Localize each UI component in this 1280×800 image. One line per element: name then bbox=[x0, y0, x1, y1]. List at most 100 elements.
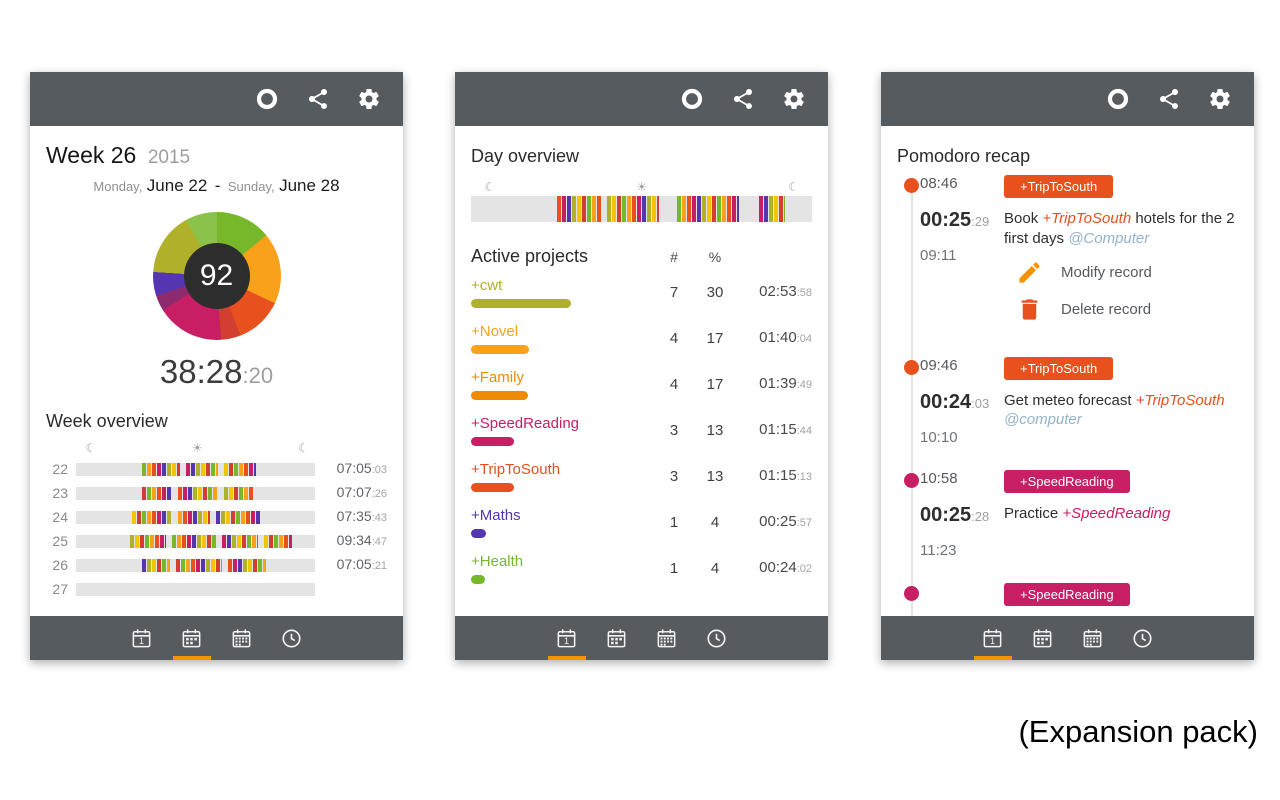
nav-month-view[interactable] bbox=[1073, 616, 1113, 660]
share-icon[interactable] bbox=[731, 87, 755, 111]
week-day-rows: 22 07:05:03 23 07:07:26 24 07:35:43 25 09:34:47… bbox=[46, 457, 387, 601]
project-bar bbox=[471, 574, 485, 584]
nav-day-view[interactable]: 1 bbox=[973, 616, 1013, 660]
nav-month-view[interactable] bbox=[647, 616, 687, 660]
nav-history-view[interactable] bbox=[697, 616, 737, 660]
week-day-row: 22 07:05:03 bbox=[46, 457, 387, 481]
record-duration: 00:25:28 bbox=[920, 504, 1004, 527]
record-times: 09:46 00:24:03 10:10 bbox=[920, 357, 1004, 446]
nav-month-view[interactable] bbox=[222, 616, 262, 660]
day-activity-bar[interactable] bbox=[76, 462, 315, 476]
project-badge[interactable]: +SpeedReading bbox=[1004, 582, 1130, 606]
settings-icon[interactable] bbox=[1208, 87, 1232, 111]
day-activity-bar[interactable] bbox=[76, 558, 315, 572]
project-bar bbox=[471, 344, 529, 354]
nav-history-view[interactable] bbox=[1123, 616, 1163, 660]
duration-main: 00:25 bbox=[920, 209, 972, 231]
share-icon[interactable] bbox=[1157, 87, 1181, 111]
donut-center: 92 bbox=[183, 243, 250, 309]
settings-icon[interactable] bbox=[782, 87, 806, 111]
pomodoro-recap-screen: Pomodoro recap 08:46 00:25:29 09:11 +TripTo… bbox=[881, 72, 1254, 660]
record-icon[interactable] bbox=[680, 87, 704, 111]
day-label: 26 bbox=[52, 557, 68, 573]
time-seconds: :02 bbox=[796, 563, 812, 575]
day-label: 23 bbox=[52, 485, 68, 501]
day-total-time: 07:05:03 bbox=[323, 460, 387, 478]
project-row[interactable]: +TripToSouth 3 13 01:15:13 bbox=[471, 453, 812, 499]
record-start-time: 10:58 bbox=[920, 469, 958, 487]
time-main: 07:07 bbox=[336, 484, 372, 500]
day-activity-bar[interactable] bbox=[76, 582, 315, 596]
pomodoro-record: 09:46 00:24:03 10:10 +TripToSouth Get meteo … bbox=[881, 356, 1254, 446]
activity-stripes bbox=[677, 196, 739, 222]
calendar-day-icon: 1 bbox=[981, 627, 1004, 650]
time-seconds: :13 bbox=[796, 471, 812, 483]
day-activity-bar[interactable] bbox=[76, 534, 315, 548]
record-dot bbox=[904, 359, 919, 375]
project-bar bbox=[471, 482, 514, 492]
nav-history-view[interactable] bbox=[272, 616, 312, 660]
description-normal-text: Practice bbox=[1004, 504, 1063, 522]
duration-main: 00:24 bbox=[920, 390, 972, 413]
activity-stripes bbox=[607, 196, 659, 222]
share-icon[interactable] bbox=[306, 87, 330, 111]
nav-week-view[interactable] bbox=[597, 616, 637, 660]
project-time: 00:24:02 bbox=[738, 559, 812, 577]
time-seconds: :47 bbox=[371, 536, 387, 548]
activity-stripes bbox=[216, 510, 260, 524]
time-main: 07:05 bbox=[336, 460, 372, 476]
project-name: +SpeedReading bbox=[471, 414, 580, 432]
time-main: 01:39 bbox=[759, 375, 797, 392]
modify-record-action[interactable]: Modify record bbox=[1016, 259, 1240, 286]
record-end-time: 09:11 bbox=[920, 247, 957, 264]
nav-day-view[interactable]: 1 bbox=[122, 616, 162, 660]
project-info: +Maths bbox=[471, 507, 656, 538]
project-row[interactable]: +cwt 7 30 02:53:58 bbox=[471, 269, 812, 315]
activity-stripes bbox=[178, 486, 218, 500]
activity-stripes bbox=[224, 486, 254, 500]
project-badge[interactable]: +SpeedReading bbox=[1004, 469, 1130, 493]
bottom-nav: 1 bbox=[881, 616, 1254, 660]
project-badge[interactable]: +TripToSouth bbox=[1004, 175, 1114, 198]
week-date-range: Monday, June 22 - Sunday, June 28 bbox=[30, 176, 403, 196]
nav-week-view[interactable] bbox=[1023, 616, 1063, 660]
nav-week-view[interactable] bbox=[172, 616, 212, 660]
nav-day-view[interactable]: 1 bbox=[547, 616, 587, 660]
delete-record-action[interactable]: Delete record bbox=[1016, 296, 1240, 323]
project-row[interactable]: +Novel 4 17 01:40:04 bbox=[471, 315, 812, 361]
project-bar bbox=[471, 436, 514, 446]
project-info: +cwt bbox=[471, 277, 656, 308]
recap-content: Pomodoro recap 08:46 00:25:29 09:11 +TripTo… bbox=[881, 126, 1254, 616]
record-dot bbox=[904, 178, 919, 193]
day-activity-bar[interactable] bbox=[471, 196, 812, 222]
project-row[interactable]: +Maths 1 4 00:25:57 bbox=[471, 499, 812, 545]
project-row[interactable]: +Family 4 17 01:39:49 bbox=[471, 361, 812, 407]
record-dot bbox=[904, 472, 919, 488]
record-icon[interactable] bbox=[1106, 87, 1130, 111]
project-row[interactable]: +SpeedReading 3 13 01:15:44 bbox=[471, 407, 812, 453]
project-percent: 4 bbox=[710, 513, 720, 531]
pomodoro-record: 10:58 00:25:28 11:23 +SpeedReading Practice … bbox=[881, 469, 1254, 559]
record-icon[interactable] bbox=[255, 87, 279, 111]
percent-column-header: % bbox=[708, 249, 722, 265]
settings-icon[interactable] bbox=[357, 87, 381, 111]
project-badge[interactable]: +TripToSouth bbox=[1004, 356, 1114, 380]
week-year: 2015 bbox=[147, 147, 191, 168]
record-description: Book +TripToSouth hotels for the 2 first… bbox=[1004, 209, 1240, 249]
time-main: 09:34 bbox=[336, 532, 372, 548]
project-time: 01:40:04 bbox=[738, 329, 812, 347]
day-overview-title: Day overview bbox=[471, 146, 580, 166]
duration-seconds: :03 bbox=[971, 395, 990, 411]
day-activity-bar[interactable] bbox=[76, 486, 315, 500]
project-row[interactable]: +Health 1 4 00:24:02 bbox=[471, 545, 812, 591]
calendar-month-icon bbox=[1081, 627, 1104, 650]
time-seconds: :58 bbox=[796, 287, 812, 299]
week-screen: Week 26 2015 Monday, June 22 - Sunday, J… bbox=[30, 72, 403, 660]
day-activity-bar[interactable] bbox=[76, 510, 315, 524]
record-dot bbox=[904, 585, 919, 601]
record-body: +SpeedReading Practice +SpeedReading bbox=[1004, 469, 1254, 559]
clock-icon bbox=[280, 627, 303, 650]
day-label: 25 bbox=[52, 533, 68, 549]
pomodoro-record: 08:46 00:25:29 09:11 +TripToSouth Book +Trip… bbox=[881, 175, 1254, 333]
donut-value: 92 bbox=[199, 259, 234, 292]
